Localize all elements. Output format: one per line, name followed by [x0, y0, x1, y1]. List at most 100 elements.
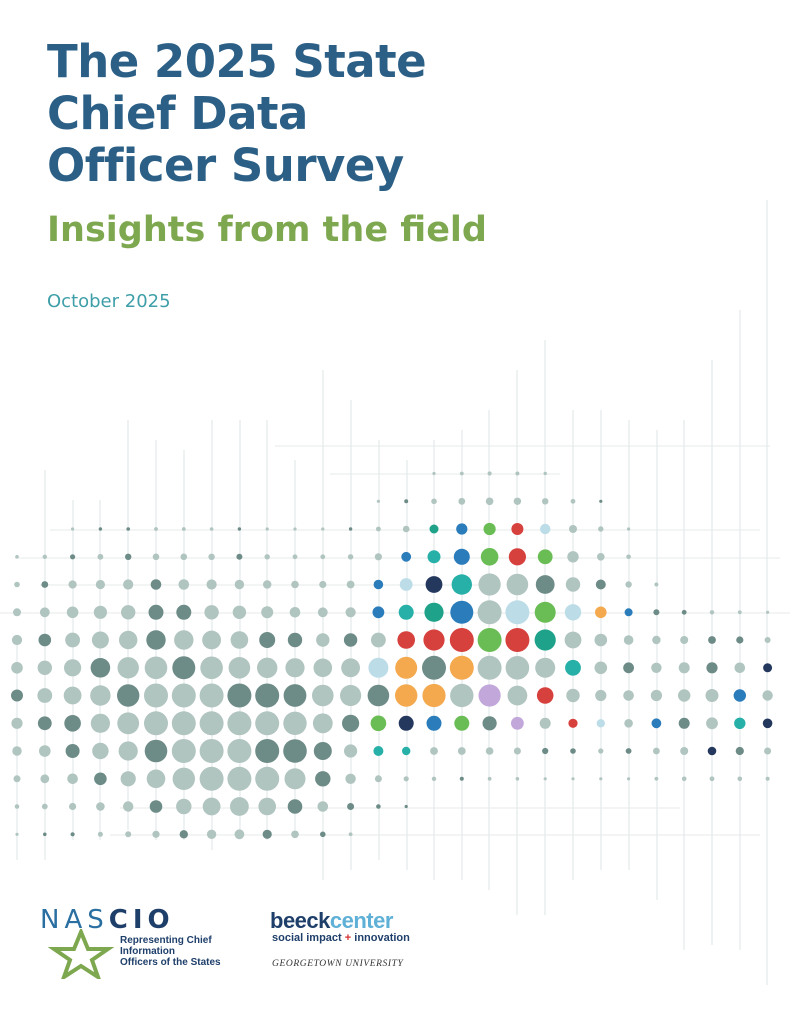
grid-dot: [734, 662, 746, 674]
grid-dot: [12, 746, 22, 756]
grid-dot: [542, 498, 549, 505]
grid-dot: [402, 525, 410, 533]
grid-dot: [255, 739, 280, 763]
nascio-wordmark: NASCIO: [40, 905, 175, 935]
grid-dot: [149, 800, 163, 813]
grid-dot: [705, 689, 719, 702]
grid-dot: [424, 602, 444, 622]
grid-dot: [312, 713, 333, 734]
grid-dot: [172, 656, 196, 680]
grid-dot: [292, 554, 298, 560]
grid-dot: [11, 717, 23, 729]
grid-dot: [737, 610, 742, 615]
grid-dot: [478, 573, 501, 596]
grid-dot: [65, 744, 80, 758]
grid-dot: [312, 684, 334, 707]
grid-dot: [477, 655, 502, 680]
grid-dot: [432, 471, 436, 476]
grid-dot: [257, 657, 278, 678]
grid-dot: [483, 522, 496, 536]
grid-dot: [204, 605, 219, 620]
grid-dot: [368, 657, 389, 678]
grid-dot: [97, 831, 103, 837]
grid-dot: [40, 774, 50, 784]
nascio-logo: NASCIO Representing Chief Information Of…: [40, 905, 240, 980]
grid-dot: [397, 631, 416, 649]
grid-dot: [762, 718, 773, 729]
grid-dot: [376, 526, 381, 532]
grid-dot: [651, 718, 662, 729]
grid-dot: [507, 685, 528, 706]
grid-dot: [680, 747, 689, 755]
grid-dot: [121, 605, 136, 620]
grid-dot: [227, 711, 252, 736]
grid-dot: [91, 631, 109, 649]
grid-dot: [376, 804, 381, 809]
grid-dot: [373, 746, 384, 756]
grid-dot: [654, 776, 659, 781]
grid-dot: [709, 610, 715, 615]
title-line-3: Officer Survey: [47, 139, 404, 192]
grid-dot: [320, 554, 326, 560]
grid-dot: [341, 658, 360, 678]
grid-dot: [623, 662, 634, 674]
grid-dot: [97, 553, 104, 560]
grid-dot: [90, 658, 111, 678]
grid-dot: [536, 687, 554, 704]
grid-dot: [678, 717, 690, 729]
grid-dot: [315, 771, 331, 787]
grid-dot: [199, 739, 224, 763]
grid-dot: [15, 832, 19, 836]
grid-dot: [152, 553, 160, 561]
grid-dot: [39, 607, 50, 618]
grid-dot: [230, 631, 249, 649]
grid-dot: [395, 656, 418, 679]
grid-dot: [678, 689, 691, 702]
grid-dot: [653, 609, 660, 616]
grid-dot: [284, 768, 306, 790]
grid-dot: [70, 832, 75, 837]
grid-dot: [98, 527, 103, 531]
grid-dot: [258, 797, 277, 816]
grid-dot: [480, 548, 499, 566]
grid-dot: [123, 579, 134, 590]
grid-dot: [236, 553, 243, 560]
grid-dot: [321, 527, 325, 531]
grid-dot: [627, 777, 631, 781]
grid-dot: [431, 498, 437, 505]
grid-dot: [265, 527, 269, 531]
grid-dot: [14, 581, 20, 588]
grid-dot: [176, 604, 192, 620]
grid-dot: [598, 526, 604, 532]
grid-dot: [345, 607, 356, 618]
grid-dot: [515, 777, 520, 781]
grid-dot: [485, 747, 494, 755]
grid-dot: [146, 630, 166, 650]
grid-dot: [68, 580, 77, 589]
grid-dot: [345, 773, 356, 784]
grid-dot: [283, 711, 307, 735]
grid-dot: [181, 527, 186, 531]
grid-dot: [319, 580, 327, 589]
star-icon: [48, 929, 114, 979]
grid-dot: [199, 711, 224, 736]
grid-dot: [401, 551, 412, 562]
grid-dot: [733, 689, 746, 702]
grid-dot: [262, 829, 272, 839]
grid-dot: [376, 499, 380, 503]
grid-dot: [681, 609, 687, 615]
grid-dot: [144, 683, 168, 708]
beeck-center-tagline: social impact + innovation: [272, 932, 410, 944]
grid-dot: [734, 717, 746, 729]
grid-dot: [762, 690, 773, 701]
georgetown-university-label: GEORGETOWN UNIVERSITY: [272, 959, 404, 969]
grid-dot: [651, 662, 662, 673]
grid-dot: [429, 524, 439, 534]
grid-dot: [506, 573, 529, 596]
grid-dot: [709, 776, 715, 782]
grid-dot: [367, 684, 390, 707]
grid-dot: [626, 554, 631, 560]
grid-dot: [542, 747, 549, 755]
grid-dot: [287, 799, 303, 814]
grid-dot: [535, 575, 555, 594]
